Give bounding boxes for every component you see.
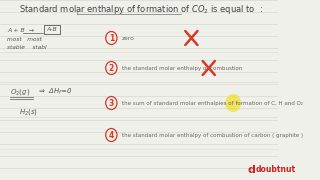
Circle shape <box>225 94 241 112</box>
Text: d: d <box>248 165 256 175</box>
Text: the standard molar enthalpy of combustion: the standard molar enthalpy of combustio… <box>122 66 242 71</box>
Text: 2: 2 <box>109 64 114 73</box>
Text: $H_2(s)$: $H_2(s)$ <box>19 107 38 117</box>
Text: 4: 4 <box>109 130 114 140</box>
Text: 3: 3 <box>109 98 114 107</box>
Text: zero: zero <box>122 35 134 40</box>
Text: $O_2(g)$: $O_2(g)$ <box>11 87 31 97</box>
Text: A + B  →: A + B → <box>7 28 34 33</box>
Text: ⇒  ΔH$_f$=0: ⇒ ΔH$_f$=0 <box>38 87 73 97</box>
Text: doubtnut: doubtnut <box>256 165 296 174</box>
Text: stable    stabl: stable stabl <box>7 44 47 50</box>
Text: 1: 1 <box>109 33 114 42</box>
Text: the sum of standard molar enthalpies of formation of C, H and O₂: the sum of standard molar enthalpies of … <box>122 100 303 105</box>
Text: the standard molar enthalpy of combustion of carbon ( graphite ): the standard molar enthalpy of combustio… <box>122 132 303 138</box>
Text: most   most: most most <box>7 37 42 42</box>
Text: Standard molar enthalpy of formation of $\mathbf{\mathit{CO_2}}$ is equal to  :: Standard molar enthalpy of formation of … <box>19 3 263 15</box>
Text: A-B: A-B <box>47 26 58 31</box>
